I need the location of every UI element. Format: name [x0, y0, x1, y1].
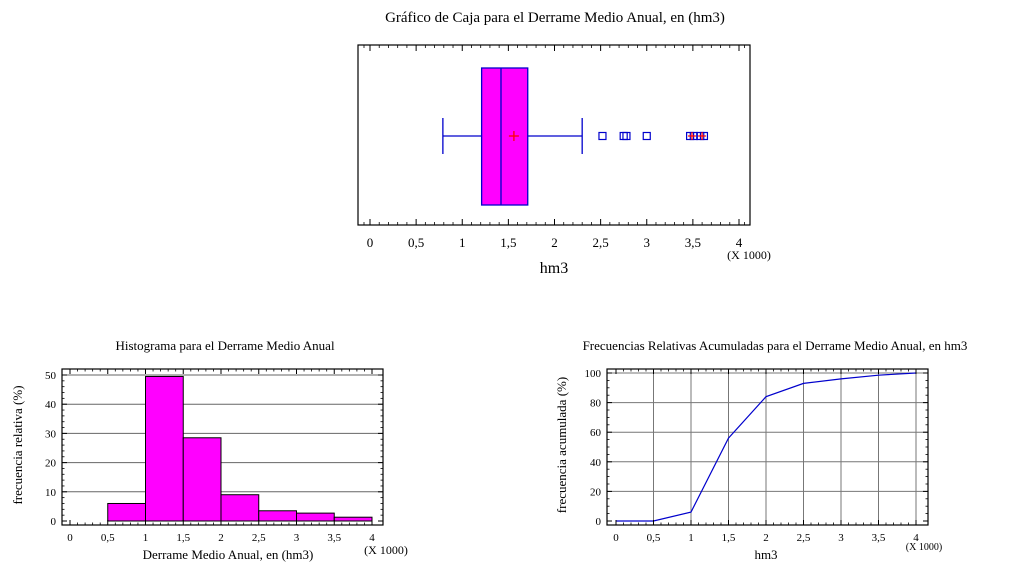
cumulative-title: Frecuencias Relativas Acumuladas para el…	[583, 338, 968, 353]
histogram-x-tick-label: 2,5	[252, 532, 266, 544]
cumulative-x-tick-label: 0,5	[647, 532, 661, 544]
histogram-y-tick-label: 50	[45, 370, 57, 382]
histogram-title: Histograma para el Derrame Medio Anual	[115, 338, 335, 353]
histogram-y-tick-label: 40	[45, 399, 57, 411]
cumulative-x-multiplier: (X 1000)	[906, 542, 942, 553]
cumulative-x-tick-label: 2,5	[797, 532, 811, 544]
cumulative-line	[616, 372, 917, 522]
histogram-bar	[296, 512, 335, 522]
histogram-x-tick-label: 3,5	[327, 532, 341, 544]
cumulative-x-tick-label: 1	[688, 532, 694, 544]
histogram-bar	[220, 494, 260, 522]
box-plot-outlier	[619, 131, 628, 141]
cumulative-y-label: frecuencia acumulada (%)	[554, 377, 569, 513]
box-plot-x-tick-label: 3	[644, 235, 651, 250]
cumulative-series-line	[616, 372, 917, 522]
cumulative-y-tick-label: 0	[596, 516, 602, 528]
cumulative-y-tick-label: 100	[585, 368, 602, 380]
histogram-bars	[107, 375, 373, 522]
histogram-grid	[62, 374, 383, 493]
cumulative-x-tick-label: 3,5	[872, 532, 886, 544]
box-plot-x-tick-label: 1	[459, 235, 466, 250]
cumulative-y-tick-label: 20	[590, 486, 602, 498]
histogram-y-tick-label: 20	[45, 458, 57, 470]
cumulative-frame-border	[606, 368, 929, 526]
box-frame-border	[357, 44, 751, 226]
box-plot-chart: Gráfico de Caja para el Derrame Medio An…	[357, 10, 771, 277]
box-plot-marks	[442, 67, 709, 206]
histogram-x-tick-label: 1	[143, 532, 149, 544]
cumulative-x-label: hm3	[754, 547, 777, 562]
cumulative-x-tick-label: 4	[913, 532, 919, 544]
histogram-y-tick-label: 0	[51, 516, 57, 528]
histogram-y-label: frecuencia relativa (%)	[10, 385, 25, 504]
cumulative-x-tick-label: 0	[613, 532, 619, 544]
histogram-bar	[333, 516, 373, 522]
box-plot-x-label: hm3	[540, 260, 568, 277]
histogram-x-tick-label: 4	[369, 532, 375, 544]
box-plot-x-tick-label: 3,5	[685, 235, 701, 250]
cumulative-y-tick-label: 40	[590, 457, 602, 469]
cumulative-x-tick-label: 1,5	[722, 532, 736, 544]
box-plot-frame	[357, 44, 751, 226]
box-plot-outlier	[642, 131, 651, 141]
histogram-bar	[145, 375, 184, 522]
histogram-x-tick-label: 1,5	[176, 532, 190, 544]
histogram-bar	[182, 437, 222, 522]
cumulative-y-tick-label: 80	[590, 398, 602, 410]
box-plot-title: Gráfico de Caja para el Derrame Medio An…	[385, 10, 725, 26]
box-plot-x-tick-label: 4	[736, 235, 743, 250]
histogram-y-tick-label: 10	[45, 487, 57, 499]
box-plot-x-tick-label: 0,5	[408, 235, 424, 250]
box-plot-box	[480, 67, 529, 206]
box-plot-x-tick-label: 1,5	[500, 235, 516, 250]
histogram-bar	[107, 502, 146, 522]
box-plot-x-tick-label: 2	[551, 235, 558, 250]
box-plot-outlier	[622, 131, 631, 141]
cumulative-y-tick-label: 60	[590, 427, 602, 439]
histogram-chart: Histograma para el Derrame Medio Anual 0…	[10, 338, 408, 562]
histogram-x-multiplier: (X 1000)	[364, 543, 408, 557]
histogram-bar	[258, 510, 297, 522]
histogram-frame	[61, 368, 384, 526]
histogram-y-tick-label: 30	[45, 428, 57, 440]
cumulative-frame	[606, 368, 929, 526]
box-plot-x-tick-label: 2,5	[593, 235, 609, 250]
histogram-x-label: Derrame Medio Anual, en (hm3)	[143, 547, 314, 562]
box-plot-outlier	[598, 131, 607, 141]
histogram-x-tick-label: 2	[218, 532, 224, 544]
histogram-x-tick-label: 0	[67, 532, 73, 544]
box-plot-x-ticks: 0 0,5 1 1,5 2 2,5 3 3,5 4	[367, 235, 743, 250]
cumulative-x-tick-label: 2	[763, 532, 769, 544]
cumulative-x-tick-label: 3	[838, 532, 844, 544]
box-plot-x-multiplier: (X 1000)	[727, 248, 771, 262]
cumulative-chart: Frecuencias Relativas Acumuladas para el…	[554, 338, 967, 562]
cumulative-grid	[607, 369, 928, 525]
histogram-x-tick-label: 3	[294, 532, 300, 544]
histogram-frame-border	[61, 368, 384, 526]
box-plot-x-tick-label: 0	[367, 235, 374, 250]
histogram-x-tick-label: 0,5	[101, 532, 115, 544]
